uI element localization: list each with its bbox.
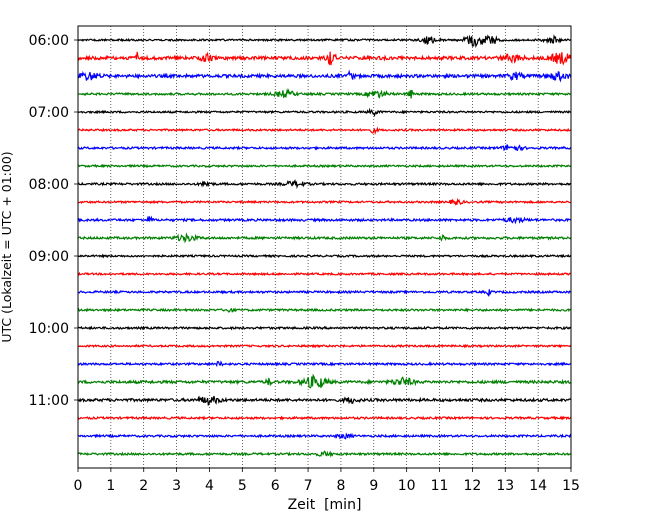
x-tick-label: 3	[172, 478, 181, 494]
y-axis: 06:00 07:00 08:00 09:00 10:00 11:00	[29, 33, 78, 409]
x-tick-label: 12	[463, 478, 481, 494]
x-tick-label: 15	[562, 478, 580, 494]
trace-line	[77, 289, 572, 297]
x-tick-label: 9	[369, 478, 378, 494]
x-tick-label: 11	[431, 478, 449, 494]
x-axis-label: Zeit [min]	[288, 497, 362, 513]
y-tick-label: 08:00	[29, 177, 69, 193]
trace-line	[77, 143, 572, 152]
plot-frame	[77, 25, 572, 469]
trace-line	[77, 87, 572, 99]
y-tick-label: 11:00	[29, 393, 69, 409]
trace-line	[77, 163, 572, 169]
y-tick-label: 07:00	[29, 105, 69, 121]
trace-line	[77, 34, 572, 49]
trace-line	[77, 51, 572, 66]
trace-line	[77, 253, 572, 259]
y-tick-label: 09:00	[29, 249, 69, 265]
x-tick-label: 2	[139, 478, 148, 494]
x-tick-label: 1	[106, 478, 115, 494]
trace-line	[77, 271, 572, 277]
x-tick-label: 5	[238, 478, 247, 494]
x-tick-label: 13	[496, 478, 514, 494]
x-tick-label: 8	[336, 478, 345, 494]
x-tick-label: 6	[271, 478, 280, 494]
trace-line	[77, 325, 572, 331]
trace-line	[77, 215, 572, 225]
y-tick-label: 10:00	[29, 321, 69, 337]
trace-line	[77, 343, 572, 349]
traces	[77, 34, 572, 458]
x-tick-label: 14	[529, 478, 547, 494]
trace-line	[77, 232, 572, 244]
trace-line	[77, 450, 572, 458]
trace-line	[77, 395, 572, 407]
trace-line	[77, 197, 572, 206]
x-axis: 0 1 2 3 4 5 6 7 8 9 10 11 12 13 14 15	[74, 468, 580, 494]
x-tick-label: 0	[74, 478, 83, 494]
trace-line	[77, 373, 572, 389]
x-tick-label: 7	[304, 478, 313, 494]
y-tick-label: 06:00	[29, 33, 69, 49]
trace-line	[77, 107, 572, 118]
x-tick-label: 10	[398, 478, 416, 494]
trace-line	[77, 179, 572, 190]
y-axis-label: UTC (Lokalzeit = UTC + 01:00)	[0, 151, 14, 342]
x-tick-label: 4	[205, 478, 214, 494]
trace-line	[77, 69, 572, 83]
trace-line	[77, 126, 572, 136]
trace-line	[77, 432, 572, 440]
trace-line	[77, 307, 572, 313]
trace-line	[77, 415, 572, 421]
trace-line	[77, 360, 572, 368]
